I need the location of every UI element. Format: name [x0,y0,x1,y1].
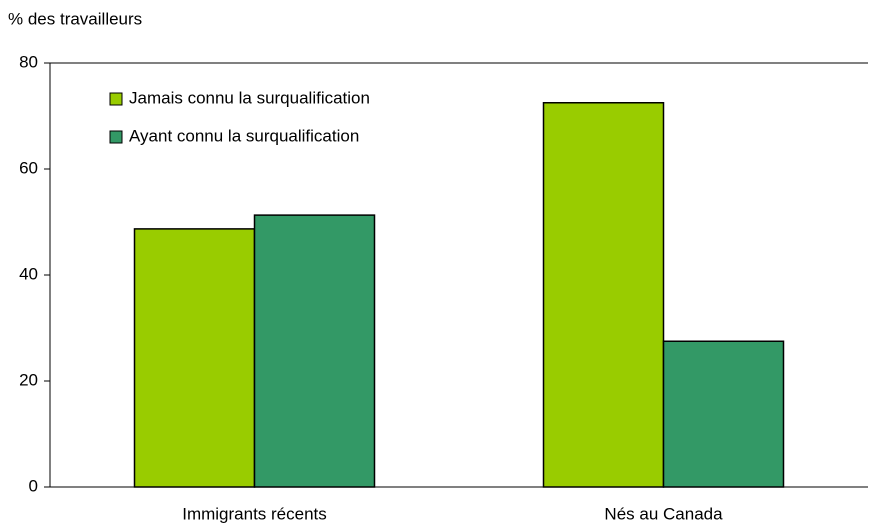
y-tick-label: 0 [29,476,38,495]
legend-swatch [109,130,123,144]
bar [662,340,785,488]
y-tick-label: 60 [19,158,38,177]
x-tick-label: Nés au Canada [604,504,723,523]
legend-label: Ayant connu la surqualification [129,126,359,145]
x-tick-label: Immigrants récents [182,504,327,523]
y-tick-label: 40 [19,264,38,283]
y-axis-label: % des travailleurs [8,9,142,28]
bar [133,228,256,488]
bar [542,102,665,488]
y-tick-label: 20 [19,370,38,389]
bar [253,214,376,488]
legend-swatch [109,92,123,106]
legend-label: Jamais connu la surqualification [129,88,370,107]
y-tick-label: 80 [19,52,38,71]
